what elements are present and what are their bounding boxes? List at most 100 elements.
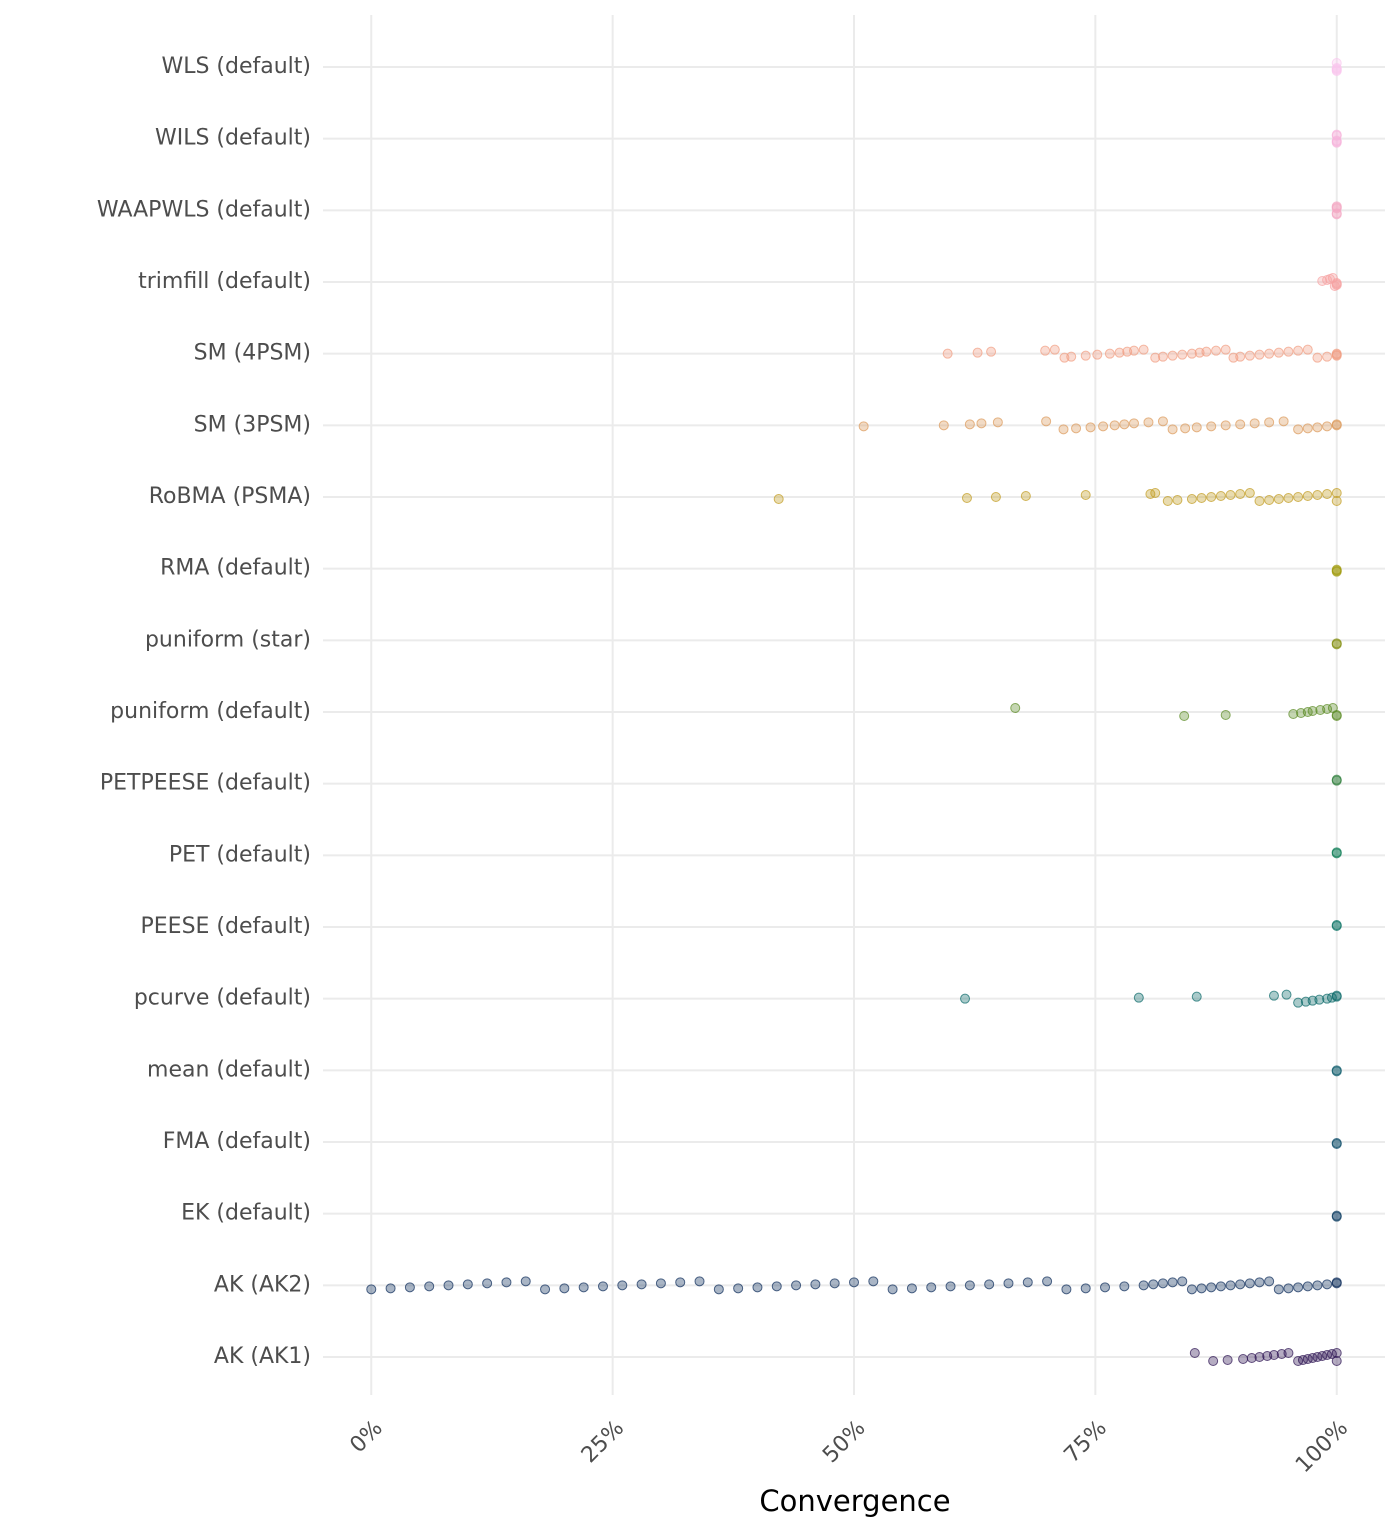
point — [1312, 352, 1323, 363]
y-tick-label: EK (default) — [181, 1201, 311, 1226]
point — [597, 1281, 608, 1292]
point — [1331, 201, 1342, 212]
point — [733, 1283, 744, 1294]
point — [1249, 418, 1260, 429]
point — [1331, 710, 1342, 720]
category-points — [1317, 273, 1342, 291]
y-tick-label: puniform (default) — [110, 699, 311, 724]
point — [462, 1279, 473, 1290]
y-tick-label: WLS (default) — [161, 54, 311, 79]
point — [404, 1282, 415, 1293]
point — [1215, 491, 1226, 501]
point — [1273, 494, 1284, 504]
point — [1312, 490, 1323, 500]
point — [942, 348, 953, 359]
point — [1322, 1279, 1333, 1290]
point — [1331, 1065, 1342, 1076]
point — [1157, 1278, 1168, 1289]
point — [1235, 419, 1246, 430]
point — [1080, 490, 1091, 500]
point — [675, 1277, 686, 1288]
point — [771, 1281, 782, 1292]
point — [1220, 420, 1231, 431]
y-tick-label: WAAPWLS (default) — [97, 197, 311, 222]
point — [1003, 1278, 1014, 1289]
point — [1022, 1277, 1033, 1288]
point — [713, 1284, 724, 1295]
point — [1150, 488, 1161, 498]
point — [1264, 1276, 1275, 1287]
point — [1293, 345, 1304, 356]
point — [773, 494, 784, 504]
point — [1288, 709, 1299, 719]
point — [1186, 1284, 1197, 1295]
point — [1283, 493, 1294, 503]
point — [1143, 417, 1154, 428]
point — [829, 1278, 840, 1289]
point — [1331, 1277, 1342, 1288]
point — [1177, 1276, 1188, 1287]
category-points — [1331, 774, 1342, 786]
point — [1061, 1284, 1072, 1295]
point — [1191, 991, 1202, 1002]
point — [887, 1284, 898, 1295]
point — [1206, 421, 1217, 432]
category-points — [1331, 847, 1342, 859]
point — [1201, 346, 1212, 357]
point — [1293, 1282, 1304, 1293]
point — [1186, 348, 1197, 359]
point — [1283, 1348, 1294, 1358]
point — [1119, 419, 1130, 430]
point — [1235, 1279, 1246, 1290]
point — [1268, 1350, 1279, 1360]
point — [1196, 1283, 1207, 1294]
point — [1010, 703, 1021, 713]
point — [1273, 347, 1284, 358]
point — [1133, 992, 1144, 1003]
point — [1302, 491, 1313, 501]
y-tick-label: RoBMA (PSMA) — [149, 484, 311, 509]
point — [1080, 350, 1091, 361]
point — [636, 1279, 647, 1290]
point — [1254, 1277, 1265, 1288]
point — [1128, 345, 1139, 356]
point — [1331, 990, 1342, 1001]
x-tick-label: 0% — [345, 1416, 387, 1458]
point — [990, 492, 1001, 502]
y-tick-label: PET (default) — [169, 842, 311, 867]
category-points — [1331, 58, 1342, 76]
point — [424, 1281, 435, 1292]
point — [868, 1276, 879, 1287]
category-points — [1331, 920, 1342, 931]
point — [1331, 920, 1342, 930]
category-points — [1331, 564, 1342, 577]
y-tick-label: trimfill (default) — [138, 269, 311, 294]
point — [1331, 847, 1342, 858]
point — [858, 421, 869, 432]
category-points — [1331, 129, 1342, 148]
point — [1246, 1353, 1257, 1363]
point — [1049, 344, 1060, 355]
point — [1177, 349, 1188, 360]
point — [938, 420, 949, 431]
point — [1138, 1280, 1149, 1291]
y-tick-label: SM (4PSM) — [194, 341, 311, 366]
point — [1225, 1280, 1236, 1291]
point — [1092, 349, 1103, 360]
point — [540, 1284, 551, 1295]
y-tick-label: mean (default) — [147, 1057, 311, 1082]
point — [926, 1282, 937, 1293]
point — [1109, 420, 1120, 431]
point — [1331, 135, 1342, 146]
category-points — [366, 1276, 1342, 1295]
point — [1208, 1356, 1219, 1366]
point — [752, 1282, 763, 1293]
point — [1235, 489, 1246, 499]
point — [1281, 989, 1292, 1000]
point — [992, 417, 1003, 428]
point — [1186, 494, 1197, 504]
point — [1042, 1276, 1053, 1287]
point — [1071, 423, 1082, 434]
point — [617, 1280, 628, 1291]
